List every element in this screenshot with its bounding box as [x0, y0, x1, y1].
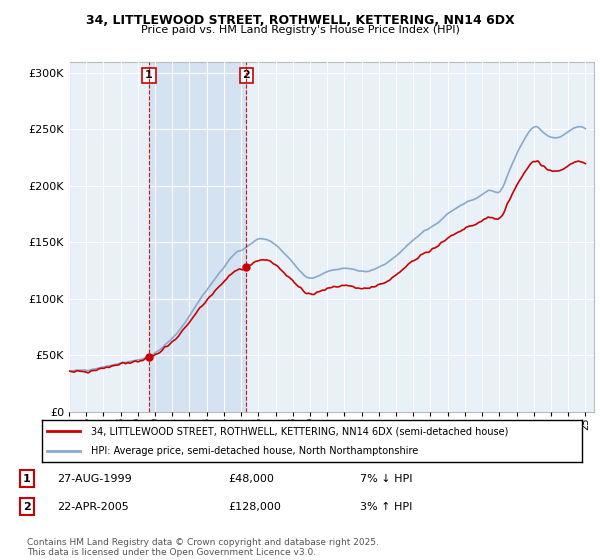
Text: £128,000: £128,000 [228, 502, 281, 512]
Bar [149, 62, 246, 412]
Text: 27-AUG-1999: 27-AUG-1999 [57, 474, 132, 484]
Text: Contains HM Land Registry data © Crown copyright and database right 2025.
This d: Contains HM Land Registry data © Crown c… [27, 538, 379, 557]
Text: 7% ↓ HPI: 7% ↓ HPI [360, 474, 413, 484]
Text: 1: 1 [23, 474, 31, 484]
Text: 22-APR-2005: 22-APR-2005 [57, 502, 129, 512]
Text: 34, LITTLEWOOD STREET, ROTHWELL, KETTERING, NN14 6DX (semi-detached house): 34, LITTLEWOOD STREET, ROTHWELL, KETTERI… [91, 426, 508, 436]
Text: 3% ↑ HPI: 3% ↑ HPI [360, 502, 412, 512]
Text: 1: 1 [145, 71, 153, 80]
Text: 34, LITTLEWOOD STREET, ROTHWELL, KETTERING, NN14 6DX: 34, LITTLEWOOD STREET, ROTHWELL, KETTERI… [86, 14, 514, 27]
Text: HPI: Average price, semi-detached house, North Northamptonshire: HPI: Average price, semi-detached house,… [91, 446, 418, 456]
Text: 2: 2 [242, 71, 250, 80]
Text: Price paid vs. HM Land Registry's House Price Index (HPI): Price paid vs. HM Land Registry's House … [140, 25, 460, 35]
Text: £48,000: £48,000 [228, 474, 274, 484]
Text: 2: 2 [23, 502, 31, 512]
